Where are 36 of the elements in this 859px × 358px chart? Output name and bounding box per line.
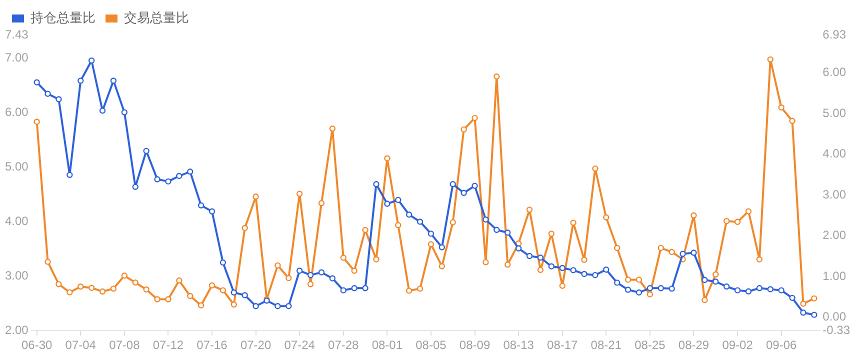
legend-label: 持仓总量比 [30,10,96,26]
y2-tick-label: 4.00 [822,146,846,161]
y2-tick-label: 3.00 [822,187,846,202]
x-tick-label: 08-09 [459,338,490,352]
x-tick-label: 08-25 [634,338,666,352]
y-tick-label: 5.00 [4,160,29,174]
x-tick-label: 08-29 [678,338,710,352]
x-tick-label: 07-04 [65,338,96,352]
y-tick-label: 2.00 [4,322,29,337]
x-tick-label: 07-16 [196,338,228,352]
x-tick-label: 06-30 [21,338,52,352]
x-tick-label: 07-12 [152,338,184,352]
x-tick-label: 07-24 [284,338,316,352]
x-tick-label: 08-01 [372,338,403,352]
y-tick-label: 6.00 [4,105,29,120]
y-tick-label: 7.00 [4,50,29,65]
x-tick-label: 09-02 [722,338,754,352]
x-tick-label: 08-21 [590,338,622,352]
x-tick-label: 07-28 [328,338,360,352]
y2-tick-label: 5.00 [822,106,846,120]
legend-label: 交易总量比 [124,10,189,26]
y-tick-label: 4.00 [4,214,29,228]
y-tick-label: 3.00 [4,268,29,282]
y2-tick-label: 2.00 [822,228,846,242]
y2-tick-label: 6.93 [822,27,846,42]
x-tick-label: 09-06 [766,338,797,352]
x-tick-label: 08-05 [416,338,447,352]
y2-tick-label: -0.33 [822,322,850,337]
x-tick-label: 08-17 [547,338,578,352]
y2-tick-label: 0.00 [822,309,846,324]
y2-tick-label: 6.00 [822,65,846,80]
x-tick-label: 07-20 [240,338,272,352]
y2-tick-label: 1.00 [822,268,846,283]
x-tick-label: 08-13 [503,338,534,352]
y-tick-label: 7.43 [4,27,29,42]
x-tick-label: 07-08 [109,338,140,352]
